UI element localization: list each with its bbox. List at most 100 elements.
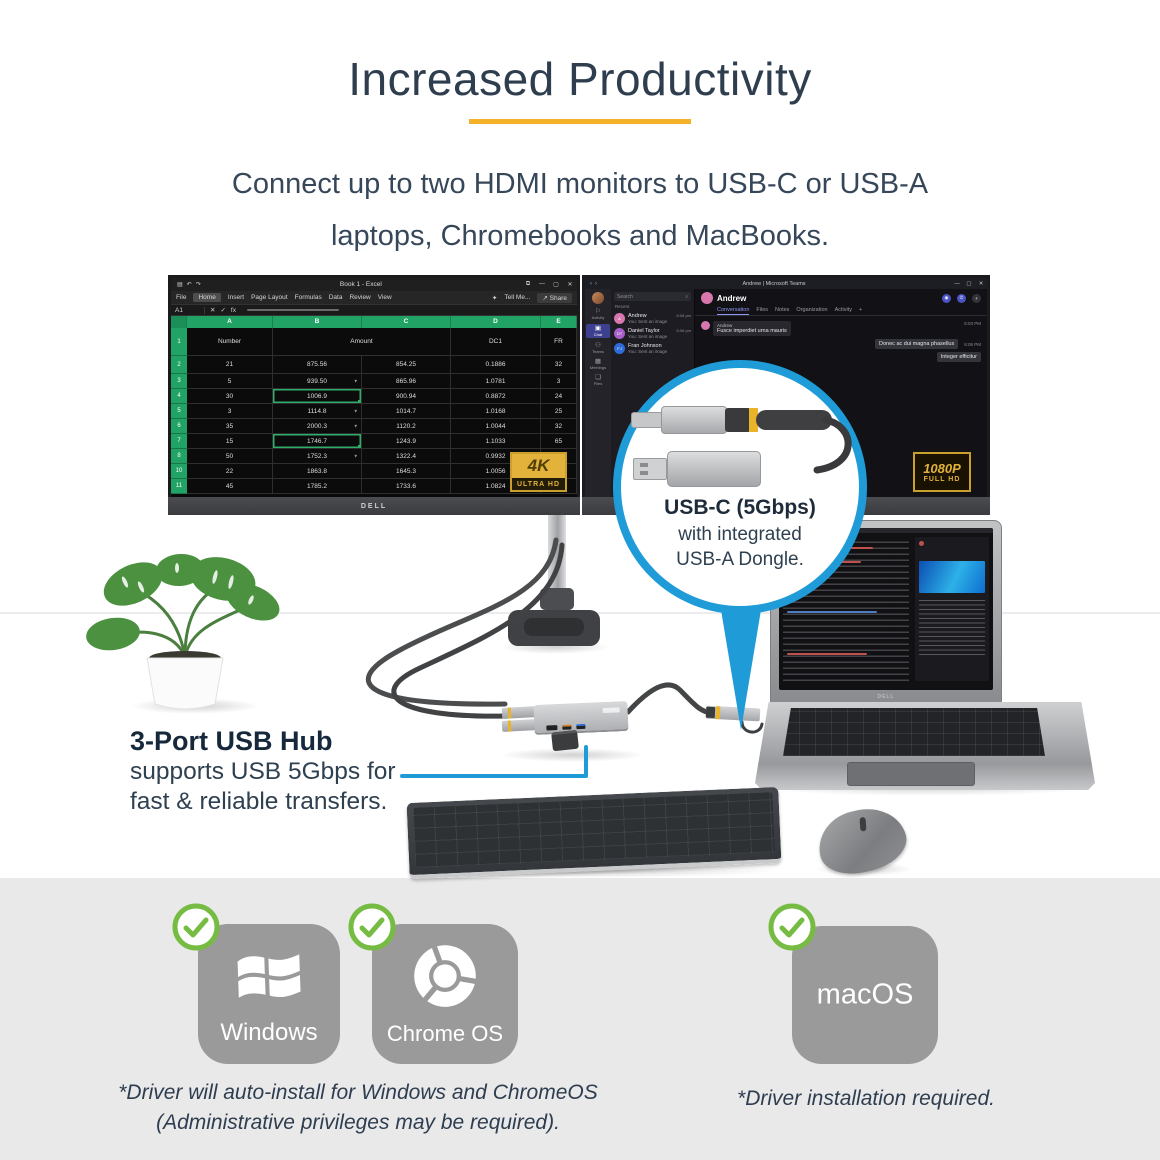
cancel-icon[interactable]: ✕ (210, 307, 216, 314)
cell[interactable]: 1645.3 (362, 464, 451, 479)
cell[interactable]: 854.25 (362, 356, 451, 374)
cell[interactable]: DC1 (451, 328, 541, 356)
tab-file[interactable]: File (176, 294, 187, 301)
row-number[interactable]: 8 (171, 449, 187, 464)
row-number[interactable]: 6 (171, 419, 187, 434)
minimize-icon[interactable]: — (539, 281, 545, 287)
share-button[interactable]: ↗ Share (537, 292, 572, 303)
cell[interactable]: 1785.2 (273, 479, 362, 494)
cell[interactable]: 32 (541, 419, 577, 434)
cell[interactable]: 15 (187, 434, 273, 449)
cell[interactable]: 25 (541, 404, 577, 419)
row-number[interactable]: 4 (171, 389, 187, 404)
tab-conversation[interactable]: Conversation (717, 307, 750, 315)
cell[interactable]: 1.0781 (451, 374, 541, 389)
cell[interactable]: 1243.9 (362, 434, 451, 449)
maximize-icon[interactable]: ▢ (966, 280, 972, 287)
tab-data[interactable]: Data (328, 294, 343, 301)
cell[interactable]: 1014.7 (362, 404, 451, 419)
column-header-a[interactable]: A (187, 316, 273, 328)
dropdown-icon[interactable]: ▼ (353, 408, 358, 414)
list-item[interactable]: DT Daniel Taylor You: Sent an image 6:08 … (611, 326, 694, 341)
row-number[interactable]: 7 (171, 434, 187, 449)
close-icon[interactable]: ✕ (978, 280, 984, 287)
cell[interactable]: 1322.4 (362, 449, 451, 464)
laptop-touchpad[interactable] (847, 762, 975, 786)
tab-activity[interactable]: Activity (834, 307, 853, 313)
cell[interactable]: 65 (541, 434, 577, 449)
rail-item-files[interactable]: ❏ Files (586, 374, 610, 386)
selected-cell[interactable]: 1746.7 (273, 434, 362, 449)
tab-review[interactable]: Review (349, 294, 371, 301)
row-number[interactable]: 10 (171, 464, 187, 479)
column-header-b[interactable]: B (273, 316, 362, 328)
rail-item-chat[interactable]: ▣ Chat (586, 324, 610, 338)
cell[interactable]: Amount (273, 328, 451, 356)
fx-icon[interactable]: fx (230, 306, 236, 314)
confirm-icon[interactable]: ✓ (220, 307, 226, 314)
row-number[interactable]: 2 (171, 356, 187, 374)
tab-files[interactable]: Files (756, 307, 769, 313)
cell[interactable]: 1.0044 (451, 419, 541, 434)
rail-item-meetings[interactable]: ▦ Meetings (586, 358, 610, 370)
cell[interactable]: 865.96 (362, 374, 451, 389)
column-header-c[interactable]: C (362, 316, 451, 328)
cell[interactable]: FR (541, 328, 577, 356)
dropdown-icon[interactable]: ▼ (353, 423, 358, 429)
cell[interactable]: 900.94 (362, 389, 451, 404)
dropdown-icon[interactable]: ▼ (353, 453, 358, 459)
cell[interactable]: 3 (187, 404, 273, 419)
list-item[interactable]: FJ Fran Johnson You: Sent an image (611, 341, 694, 356)
forward-icon[interactable]: › (595, 280, 597, 287)
cell[interactable]: 0.1886 (451, 356, 541, 374)
save-icon[interactable]: ▤ (177, 282, 183, 288)
back-icon[interactable]: ‹ (590, 280, 592, 287)
list-item[interactable]: A Andrew You: Sent an image 6:08 pm (611, 311, 694, 326)
cell[interactable]: 45 (187, 479, 273, 494)
cell[interactable]: 1733.6 (362, 479, 451, 494)
column-header-e[interactable]: E (541, 316, 577, 328)
cell[interactable]: 0.8872 (451, 389, 541, 404)
tell-me-box[interactable]: Tell Me... (504, 294, 531, 301)
add-tab-button[interactable]: + (859, 307, 863, 313)
close-icon[interactable]: ✕ (567, 282, 573, 288)
row-number[interactable]: 5 (171, 404, 187, 419)
cell[interactable]: 21 (187, 356, 273, 374)
undo-icon[interactable]: ↶ (186, 282, 192, 288)
desktop-keyboard[interactable] (406, 786, 782, 880)
cell[interactable]: 1114.8 ▼ (273, 404, 362, 419)
row-number[interactable]: 1 (171, 328, 187, 356)
user-avatar[interactable] (592, 292, 604, 304)
add-person-button[interactable]: + (972, 293, 981, 303)
cell[interactable]: 1120.2 (362, 419, 451, 434)
cell[interactable]: 1863.8 (273, 464, 362, 479)
tab-view[interactable]: View (377, 294, 392, 301)
tab-notes[interactable]: Notes (775, 307, 790, 313)
cell[interactable]: 1752.3 ▼ (273, 449, 362, 464)
select-all-corner[interactable] (171, 316, 187, 328)
tab-insert[interactable]: Insert (227, 294, 245, 301)
cell[interactable]: 24 (541, 389, 577, 404)
cell[interactable]: 5 (187, 374, 273, 389)
rail-item-teams[interactable]: ⚇ Teams (586, 342, 610, 354)
name-box[interactable]: A1 (175, 306, 205, 314)
redo-icon[interactable]: ↷ (195, 282, 201, 288)
cell[interactable]: 875.56 (273, 356, 362, 374)
laptop-keyboard[interactable] (783, 708, 1045, 756)
cell[interactable]: 35 (187, 419, 273, 434)
tab-formulas[interactable]: Formulas (294, 294, 322, 301)
video-call-button[interactable]: ◉ (942, 293, 951, 303)
column-header-d[interactable]: D (451, 316, 541, 328)
cell[interactable]: 50 (187, 449, 273, 464)
cell[interactable]: 22 (187, 464, 273, 479)
tab-home[interactable]: Home (193, 293, 221, 302)
dropdown-icon[interactable]: ▼ (353, 378, 358, 384)
audio-call-button[interactable]: ✆ (957, 293, 966, 303)
selected-cell[interactable]: 1006.9 (273, 389, 362, 404)
maximize-icon[interactable]: ▢ (553, 282, 559, 288)
cell[interactable]: 1.0168 (451, 404, 541, 419)
cell[interactable]: 30 (187, 389, 273, 404)
cell[interactable]: 3 (541, 374, 577, 389)
cell[interactable]: 1.1033 (451, 434, 541, 449)
cell[interactable]: 2000.3 ▼ (273, 419, 362, 434)
